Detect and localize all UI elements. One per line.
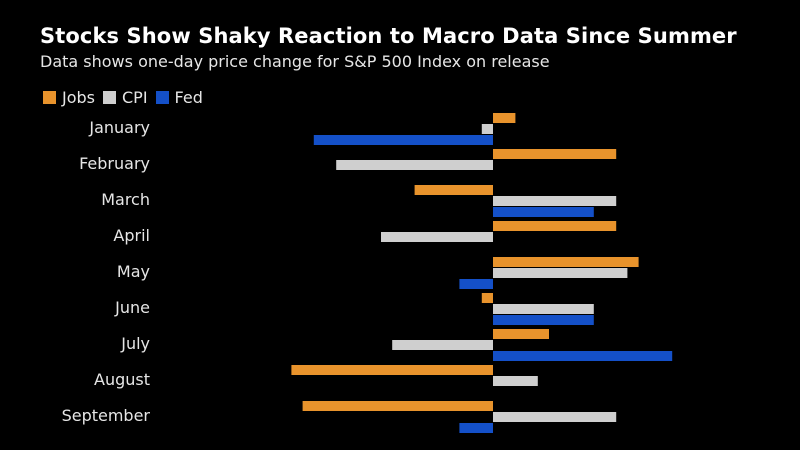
bar-fed-june [493, 315, 594, 325]
category-label-may: May [117, 262, 150, 281]
bar-jobs-august [291, 365, 493, 375]
bar-fed-may [459, 279, 493, 289]
bar-jobs-february [493, 149, 617, 159]
legend-label-cpi: CPI [122, 88, 148, 107]
category-label-september: September [62, 406, 151, 425]
bar-fed-march [493, 207, 594, 217]
category-label-june: June [114, 298, 150, 317]
category-label-march: March [101, 190, 150, 209]
bar-fed-january [313, 135, 493, 145]
bar-cpi-september [493, 412, 617, 422]
legend-item-jobs: Jobs [43, 88, 95, 107]
legend-swatch-fed [155, 91, 169, 104]
legend-item-cpi: CPI [103, 88, 148, 107]
bar-cpi-august [493, 376, 538, 386]
bar-cpi-may [493, 268, 628, 278]
bar-fed-september [459, 423, 493, 433]
bar-jobs-july [493, 329, 549, 339]
category-label-july: July [120, 334, 150, 353]
bar-jobs-september [302, 401, 493, 411]
bar-jobs-april [493, 221, 617, 231]
bar-jobs-march [414, 185, 493, 195]
legend-label-jobs: Jobs [62, 88, 95, 107]
bar-fed-july [493, 351, 673, 361]
bar-jobs-may [493, 257, 639, 267]
bar-cpi-june [493, 304, 594, 314]
legend-swatch-jobs [43, 91, 56, 104]
bar-jobs-june [481, 293, 493, 303]
bar-jobs-january [493, 113, 516, 123]
legend: Jobs CPI Fed [43, 88, 211, 107]
legend-label-fed: Fed [174, 88, 203, 107]
bar-cpi-april [381, 232, 493, 242]
category-label-january: January [88, 118, 150, 137]
category-label-february: February [79, 154, 150, 173]
legend-swatch-cpi [103, 91, 116, 104]
bar-cpi-february [336, 160, 493, 170]
category-label-august: August [94, 370, 150, 389]
bar-cpi-january [481, 124, 493, 134]
legend-item-fed: Fed [155, 88, 203, 107]
chart-subtitle: Data shows one-day price change for S&P … [40, 52, 550, 71]
chart-title: Stocks Show Shaky Reaction to Macro Data… [40, 24, 737, 48]
bar-cpi-july [392, 340, 493, 350]
category-label-april: April [113, 226, 150, 245]
bar-cpi-march [493, 196, 617, 206]
